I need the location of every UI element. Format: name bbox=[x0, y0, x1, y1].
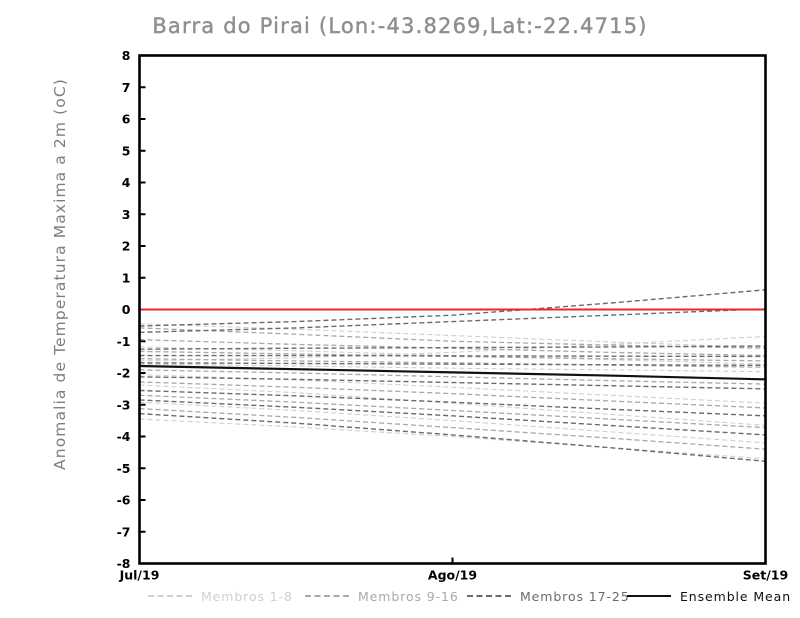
series-line bbox=[139, 308, 766, 334]
y-tick-label: -4 bbox=[117, 429, 131, 444]
y-tick-label: 6 bbox=[122, 112, 131, 127]
legend-label-ensemble-mean: Ensemble Mean bbox=[680, 588, 792, 604]
series-line bbox=[139, 399, 766, 436]
legend-label-membros-17-25: Membros 17-25 bbox=[520, 588, 630, 604]
legend-label-membros-9-16: Membros 9-16 bbox=[358, 588, 459, 604]
series-line bbox=[139, 401, 766, 444]
x-tick-label: Set/19 bbox=[743, 568, 788, 583]
series-line bbox=[139, 345, 766, 350]
chart-title: Barra do Pirai (Lon:-43.8269,Lat:-22.471… bbox=[152, 14, 648, 38]
x-axis-ticks: Jul/19 Ago/19 Set/19 bbox=[119, 557, 788, 583]
y-tick-label: -5 bbox=[117, 461, 131, 476]
series-line bbox=[139, 354, 766, 358]
series-line bbox=[139, 369, 766, 385]
series-line bbox=[139, 389, 766, 417]
legend-swatch-membros-17-25 bbox=[467, 595, 511, 597]
y-tick-label: 1 bbox=[122, 270, 131, 285]
series-line bbox=[139, 327, 766, 349]
series-line bbox=[139, 364, 766, 381]
series-line bbox=[139, 358, 766, 368]
legend-swatch-membros-1-8 bbox=[148, 595, 192, 597]
series-line bbox=[139, 289, 766, 327]
y-tick-label: 5 bbox=[122, 143, 131, 158]
legend-label-membros-1-8: Membros 1-8 bbox=[201, 588, 293, 604]
series-line bbox=[139, 376, 766, 390]
legend-swatch-ensemble-mean bbox=[627, 594, 671, 598]
x-tick-label: Jul/19 bbox=[119, 568, 160, 583]
y-tick-label: 0 bbox=[122, 302, 131, 317]
series-line bbox=[139, 362, 766, 367]
plot-frame bbox=[138, 54, 767, 565]
x-tick-label: Ago/19 bbox=[428, 568, 477, 583]
y-tick-label: -1 bbox=[117, 334, 131, 349]
y-tick-label: 3 bbox=[122, 207, 131, 222]
y-tick-label: 4 bbox=[122, 175, 131, 190]
series-line bbox=[139, 394, 766, 429]
series-line bbox=[139, 418, 766, 460]
y-tick-label: -2 bbox=[117, 366, 131, 381]
series-line bbox=[139, 363, 766, 373]
series-line bbox=[139, 323, 766, 349]
chart-legend: Membros 1-8 Membros 9-16 Membros 17-25 E… bbox=[0, 586, 800, 610]
legend-item-1[interactable]: Membros 9-16 bbox=[305, 586, 459, 606]
series-line bbox=[139, 407, 766, 450]
legend-swatch-membros-9-16 bbox=[305, 595, 349, 597]
y-tick-label: -3 bbox=[117, 397, 131, 412]
y-tick-label: 2 bbox=[122, 239, 131, 254]
series-line bbox=[139, 374, 766, 404]
y-tick-label: 8 bbox=[122, 48, 131, 63]
series-line bbox=[139, 381, 766, 409]
legend-item-2[interactable]: Membros 17-25 bbox=[467, 586, 630, 606]
y-tick-label: -7 bbox=[117, 524, 131, 539]
series-line bbox=[139, 384, 766, 426]
legend-item-0[interactable]: Membros 1-8 bbox=[148, 586, 293, 606]
series-line bbox=[139, 412, 766, 462]
series-lines bbox=[139, 289, 766, 462]
y-tick-label: 7 bbox=[122, 80, 131, 95]
y-tick-label: -8 bbox=[117, 556, 131, 571]
y-tick-label: -6 bbox=[117, 493, 131, 508]
series-line bbox=[139, 335, 766, 362]
legend-item-3[interactable]: Ensemble Mean bbox=[627, 586, 791, 606]
